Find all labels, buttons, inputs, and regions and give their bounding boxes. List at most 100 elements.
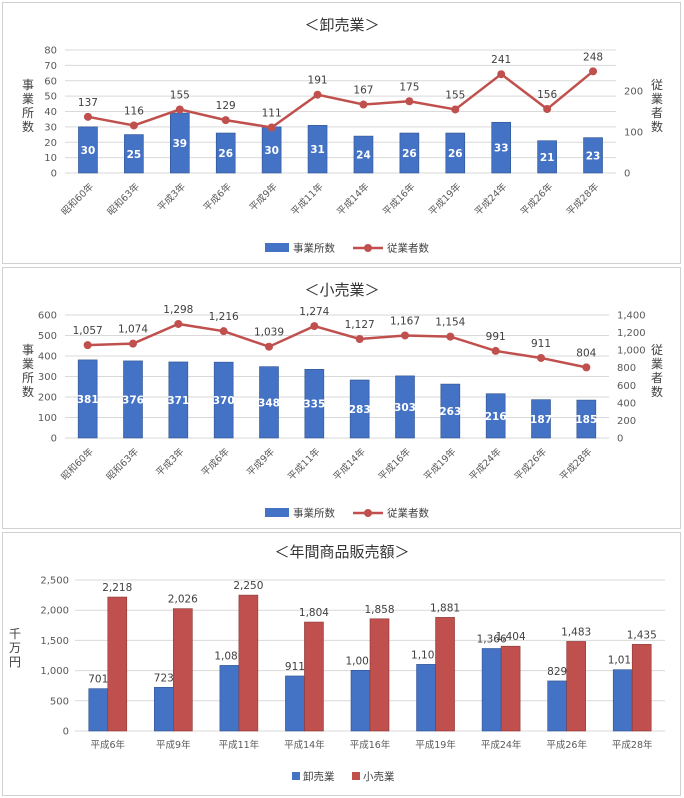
bar [531, 399, 551, 439]
x-tick-label: 平成3年 [154, 445, 187, 478]
line-value-label: 155 [445, 89, 465, 101]
legend-label: 従業者数 [387, 507, 429, 520]
x-tick-label: 平成24年 [467, 445, 505, 483]
line-point [83, 341, 92, 350]
bar-value-label: 1,103 [411, 649, 441, 661]
bar-value-label: 33 [494, 143, 509, 155]
line-point [359, 100, 368, 109]
bar-value-label: 1,015 [608, 655, 638, 667]
wholesale-chart-panel: ＜卸売業＞ 0 10 20 30 40 50 60 70 80 0 100 200 事業所数従業者数 30 2… [2, 2, 681, 264]
y-tick-label: 2,000 [40, 606, 69, 617]
bar-value-label: 24 [356, 150, 371, 162]
bar [304, 369, 325, 439]
bar-value-label: 1,881 [430, 602, 460, 614]
y-tick-label: 80 [44, 46, 57, 57]
x-tick-label: 平成16年 [376, 445, 414, 483]
bar-value-label: 1,435 [627, 629, 657, 641]
y-tick-label: 200 [38, 393, 57, 404]
bar [154, 687, 174, 732]
y2-tick-label: 0 [617, 434, 623, 445]
bar [445, 132, 466, 174]
bar [304, 621, 324, 732]
bar-value-label: 911 [285, 661, 305, 673]
bar [349, 379, 370, 439]
x-tick-label: 平成16年 [380, 180, 418, 218]
line-point [401, 331, 409, 340]
svg-text:所: 所 [22, 106, 34, 120]
bar [173, 608, 193, 732]
y-tick-label: 10 [44, 153, 57, 164]
bar-value-label: 376 [122, 394, 144, 406]
svg-text:万: 万 [9, 641, 21, 655]
y-tick-label: 500 [38, 331, 57, 342]
x-tick-label: 平成26年 [512, 445, 550, 483]
bar-value-label: 26 [448, 148, 463, 160]
legend: 事業所数 従業者数 [265, 242, 429, 255]
y2-tick-label: 200 [617, 416, 636, 427]
bar [481, 648, 502, 732]
legend-bar-swatch [265, 508, 289, 517]
line-value-label: 1,074 [118, 324, 148, 336]
x-tick-label: 昭和63年 [105, 180, 143, 218]
line-value-label: 111 [262, 107, 282, 119]
bar-value-label: 216 [485, 411, 507, 423]
bar [537, 140, 557, 174]
y2-tick-label: 600 [617, 381, 636, 392]
chart-title: ＜卸売業＞ [304, 16, 379, 34]
legend-line-marker [364, 509, 372, 517]
line-value-label: 129 [216, 100, 236, 112]
line-point [582, 363, 591, 372]
bar-value-label: 263 [439, 406, 461, 418]
bar [350, 669, 371, 732]
y2-axis-label: 従業者数 [651, 343, 663, 399]
y-tick-label: 2,500 [40, 576, 69, 587]
bar-value-label: 371 [167, 395, 189, 407]
bar-value-label: 26 [218, 148, 233, 160]
line-point [174, 319, 183, 328]
bar-value-label: 23 [586, 150, 601, 162]
x-tick-label: 平成19年 [415, 739, 456, 751]
line-point [219, 327, 228, 336]
y2-tick-label: 1,000 [617, 346, 646, 357]
line-point [129, 121, 138, 130]
bar [500, 645, 521, 732]
bar-value-label: 283 [349, 404, 371, 416]
bar [259, 366, 279, 439]
y2-axis-label: 従業者数 [651, 78, 663, 134]
bar-value-label: 31 [310, 144, 325, 156]
legend-label: 事業所数 [293, 242, 335, 255]
bar [485, 393, 506, 439]
x-tick-label: 平成11年 [288, 180, 326, 218]
bar-value-label: 1,366 [477, 633, 507, 645]
line-point [451, 105, 460, 114]
bar [219, 665, 240, 732]
svg-text:事: 事 [22, 78, 34, 92]
svg-text:者: 者 [651, 371, 663, 385]
bar-value-label: 21 [540, 152, 555, 164]
chart-title: ＜小売業＞ [304, 281, 379, 299]
chart-title: ＜年間商品販売額＞ [274, 543, 409, 561]
bar-value-label: 185 [575, 414, 597, 426]
line-point [491, 346, 500, 355]
x-tick-label: 平成11年 [219, 739, 260, 751]
svg-text:数: 数 [22, 119, 34, 134]
svg-text:者: 者 [651, 106, 663, 120]
line-value-label: 191 [308, 75, 328, 87]
y-tick-label: 400 [38, 352, 57, 363]
x-tick-label: 平成6年 [199, 445, 232, 478]
line-value-label: 156 [537, 89, 557, 101]
x-tick-label: 平成14年 [334, 180, 372, 218]
svg-text:従: 従 [651, 343, 663, 357]
line-value-label: 175 [399, 81, 419, 93]
svg-text:所: 所 [22, 371, 34, 385]
x-tick-label: 平成28年 [564, 180, 602, 218]
y-tick-label: 20 [44, 138, 57, 149]
y-tick-label: 60 [44, 76, 57, 87]
bar [285, 675, 305, 732]
legend-swatch [352, 772, 360, 780]
y-tick-label: 0 [51, 169, 57, 180]
y-tick-label: 30 [44, 122, 57, 133]
bar-value-label: 39 [172, 138, 187, 150]
bar-value-label: 2,026 [168, 594, 198, 606]
